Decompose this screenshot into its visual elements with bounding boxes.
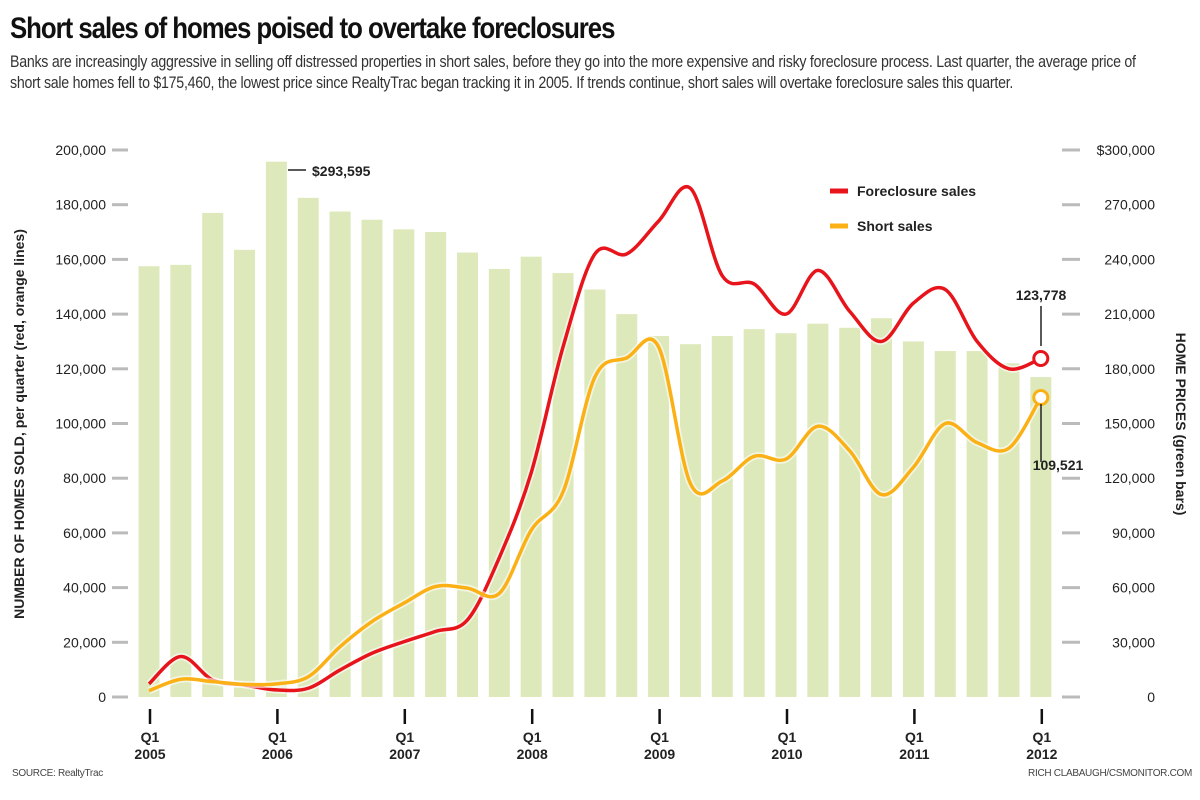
price-bar [807,323,829,697]
y2-tick-label: 30,000 [1112,634,1155,650]
price-bar [902,341,924,697]
price-bar [998,363,1020,697]
price-bar [1030,377,1052,697]
y-tick-label: 140,000 [55,306,106,322]
x-tick-quarter: Q1 [395,729,414,745]
short-sales-line-end-marker [1032,388,1050,406]
x-tick-quarter: Q1 [778,729,797,745]
price-bar [488,268,510,697]
price-bar [329,211,351,697]
price-bar [966,351,988,697]
y-tick-label: 0 [98,689,106,705]
short-sales-line [148,337,1043,693]
x-tick-year: 2007 [389,746,420,762]
price-bar [648,335,670,697]
chart-subtitle: Banks are increasingly aggressive in sel… [10,53,1136,92]
y-tick-label: 40,000 [63,580,106,596]
x-tick-quarter: Q1 [905,729,924,745]
y-tick-label: 60,000 [63,525,106,541]
price-bar [393,229,415,697]
price-bar [839,327,861,697]
price-bar [743,329,765,697]
price-bar [679,344,701,697]
y2-tick-label: 90,000 [1112,525,1155,541]
price-bar [170,264,192,697]
legend: Foreclosure sales Short sales [830,183,976,234]
peak-price-label: $293,595 [312,163,371,179]
y2-tick-label: 150,000 [1104,416,1155,432]
source-note: SOURCE: RealtyTrac [12,768,103,779]
x-tick-year: 2012 [1026,746,1057,762]
x-tick-year: 2009 [644,746,675,762]
y2-tick-label: 120,000 [1104,470,1155,486]
y2-tick-label: 240,000 [1104,251,1155,267]
price-bar [297,197,319,698]
price-bar [234,249,256,697]
foreclosure-line [147,184,1042,693]
y-tick-label: 160,000 [55,251,106,267]
price-bar [457,252,478,697]
x-tick-quarter: Q1 [141,729,160,745]
y2-tick-label: 210,000 [1104,306,1155,322]
x-tick-year: 2008 [517,746,548,762]
chart-title: Short sales of homes poised to overtake … [10,12,615,45]
last-foreclosure-label: 123,778 [1016,287,1067,303]
price-bar [934,351,956,697]
price-bar [425,232,447,698]
x-tick-year: 2011 [899,746,930,762]
price-bar [584,289,606,697]
price-bar [138,266,160,697]
x-tick-quarter: Q1 [650,729,669,745]
y2-tick-label: 0 [1147,689,1155,705]
x-tick-quarter: Q1 [268,729,287,745]
price-bar [711,335,733,697]
y2-tick-label: 270,000 [1104,197,1155,213]
x-tick-quarter: Q1 [1032,729,1051,745]
y-tick-label: 20,000 [63,634,106,650]
price-bar [871,318,893,697]
price-bar [202,212,224,697]
y2-axis-title: HOME PRICES (green bars) [1173,333,1189,516]
price-bar [616,314,638,697]
y2-tick-label: 60,000 [1112,580,1155,596]
last-short-label: 109,521 [1033,457,1084,473]
y-tick-label: 180,000 [55,197,106,213]
x-tick-quarter: Q1 [523,729,542,745]
y-tick-label: 120,000 [55,361,106,377]
price-bar [775,333,797,697]
y-tick-label: 200,000 [55,142,106,158]
price-bar [361,219,383,697]
y-tick-label: 80,000 [63,470,106,486]
legend-foreclosure-label: Foreclosure sales [857,183,976,199]
price-bar [265,161,287,697]
y-tick-label: 100,000 [55,416,106,432]
y2-tick-label: $300,000 [1097,142,1156,158]
x-tick-year: 2010 [771,746,802,762]
y-axis-title: NUMBER OF HOMES SOLD, per quarter (red, … [11,229,27,619]
credit-note: RICH CLABAUGH/CSMONITOR.COM [1028,768,1192,779]
x-tick-year: 2006 [262,746,293,762]
foreclosure-line-end-marker [1032,349,1050,367]
legend-short-label: Short sales [857,218,933,234]
x-tick-year: 2005 [134,746,165,762]
y2-tick-label: 180,000 [1104,361,1155,377]
